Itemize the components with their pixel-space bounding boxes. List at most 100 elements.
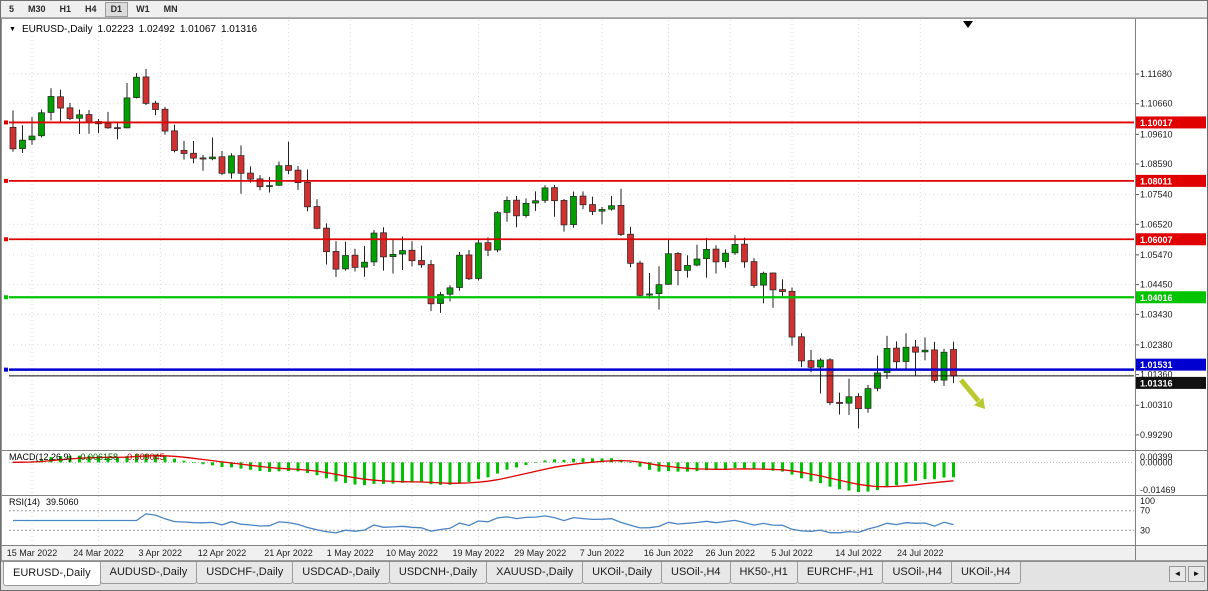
tabs-scroll-right-button[interactable]: ► bbox=[1188, 566, 1205, 582]
timeframe-button-m30[interactable]: M30 bbox=[22, 2, 52, 17]
macd-bar bbox=[87, 455, 91, 463]
chart-shift-marker[interactable] bbox=[963, 21, 973, 28]
price-chart[interactable]: 15 Mar 2022 24 Mar 2022 3 Apr 2022 12 Apr 2… bbox=[1, 18, 1208, 561]
price-tag-label: 1.01316 bbox=[1140, 378, 1173, 388]
macd-bar bbox=[534, 462, 537, 463]
price-tag-label: 1.10017 bbox=[1140, 118, 1173, 128]
macd-bar bbox=[838, 462, 841, 490]
tab-usdcnh-daily[interactable]: USDCNH-,Daily bbox=[388, 562, 488, 584]
candle-body bbox=[294, 169, 302, 184]
candle-body bbox=[313, 206, 321, 229]
candle-body bbox=[674, 253, 682, 271]
candle-body bbox=[665, 253, 672, 285]
axis-label: 1.03430 bbox=[1140, 309, 1173, 319]
macd-bar bbox=[11, 462, 15, 463]
tab-hk50-h1[interactable]: HK50-,H1 bbox=[729, 562, 798, 584]
axis-label: 1.01360 bbox=[1140, 370, 1173, 380]
candle-body bbox=[522, 202, 530, 216]
macd-bar bbox=[933, 462, 936, 480]
candle-body bbox=[788, 290, 796, 338]
trend-arrow[interactable] bbox=[959, 378, 985, 409]
macd-bar bbox=[306, 462, 309, 473]
macd-bar bbox=[952, 462, 955, 478]
tab-xauusd-daily[interactable]: XAUUSD-,Daily bbox=[486, 562, 584, 584]
candle-body bbox=[760, 272, 767, 286]
tab-usdcad-daily[interactable]: USDCAD-,Daily bbox=[292, 562, 390, 584]
candle-body bbox=[351, 254, 359, 268]
tab-eurchf-h1[interactable]: EURCHF-,H1 bbox=[796, 562, 884, 584]
macd-bar bbox=[486, 462, 490, 478]
candle-body bbox=[779, 289, 786, 292]
macd-bar bbox=[686, 462, 689, 472]
macd-bar bbox=[581, 458, 585, 463]
macd-bar bbox=[553, 459, 556, 463]
price-tag bbox=[1136, 116, 1206, 129]
tab-usoil-h4[interactable]: USOil-,H4 bbox=[882, 562, 952, 584]
macd-bar bbox=[239, 462, 243, 469]
macd-bar bbox=[401, 462, 404, 483]
timeframe-button-w1[interactable]: W1 bbox=[130, 2, 156, 17]
candle-body bbox=[807, 360, 815, 368]
macd-bar bbox=[572, 458, 575, 463]
axis-label: 0.00000 bbox=[1140, 457, 1173, 467]
candle-body bbox=[408, 249, 416, 262]
candle-body bbox=[190, 152, 197, 159]
macd-bar bbox=[705, 462, 708, 471]
candle-body bbox=[171, 130, 178, 151]
timeframe-button-d1[interactable]: D1 bbox=[104, 1, 129, 17]
macd-bar bbox=[629, 462, 632, 463]
macd-bar bbox=[344, 462, 347, 483]
tabs-scroll-left-button[interactable]: ◄ bbox=[1169, 566, 1186, 582]
tab-usoil-h4[interactable]: USOil-,H4 bbox=[661, 562, 731, 584]
macd-bar bbox=[201, 462, 205, 465]
timeframe-button-mn[interactable]: MN bbox=[158, 2, 184, 17]
candle-body bbox=[513, 199, 520, 217]
price-tags: 1.100171.080111.060071.040161.015311.013… bbox=[1136, 116, 1206, 389]
chart-frame bbox=[1, 18, 1207, 561]
candle-body bbox=[180, 149, 188, 154]
candle-body bbox=[646, 293, 653, 296]
candle-body bbox=[275, 165, 283, 186]
axis-label: 24 Jul 2022 bbox=[897, 548, 944, 558]
trend-arrow-head bbox=[974, 397, 985, 409]
tab-eurusd-daily[interactable]: EURUSD-,Daily bbox=[3, 562, 101, 586]
macd-bar bbox=[277, 462, 281, 472]
axis-label: 1.11680 bbox=[1140, 69, 1172, 79]
macd-bar bbox=[353, 462, 357, 485]
timeframe-button-h1[interactable]: H1 bbox=[54, 2, 78, 17]
macd-bar bbox=[296, 462, 300, 472]
candle-body bbox=[123, 97, 131, 129]
tab-audusd-daily[interactable]: AUDUSD-,Daily bbox=[99, 562, 198, 584]
candle-body bbox=[361, 261, 368, 268]
candle-body bbox=[627, 233, 634, 264]
tab-usdchf-daily[interactable]: USDCHF-,Daily bbox=[196, 562, 294, 584]
macd-bar bbox=[106, 456, 110, 463]
candle-body bbox=[826, 359, 834, 403]
line-anchor-marker bbox=[4, 237, 8, 242]
tab-ukoil-h4[interactable]: UKOil-,H4 bbox=[950, 562, 1021, 584]
tab-ukoil-daily[interactable]: UKOil-,Daily bbox=[582, 562, 663, 584]
timeframe-button-5[interactable]: 5 bbox=[3, 2, 20, 17]
macd-bar bbox=[97, 456, 100, 463]
candle-body bbox=[370, 232, 378, 263]
support-resistance-lines[interactable] bbox=[4, 120, 1134, 372]
candle-body bbox=[456, 254, 463, 288]
candle-body bbox=[114, 127, 121, 129]
timeframe-button-h4[interactable]: H4 bbox=[79, 2, 103, 17]
candle-body bbox=[798, 336, 805, 362]
macd-bar bbox=[923, 462, 927, 480]
candle-body bbox=[133, 76, 140, 98]
candle-body bbox=[475, 242, 482, 279]
chart-background bbox=[1, 18, 1207, 545]
macd-bar bbox=[762, 462, 765, 470]
candle-body bbox=[532, 200, 539, 204]
macd-bar bbox=[182, 460, 186, 463]
candle-body bbox=[104, 123, 112, 129]
candle-body bbox=[864, 388, 872, 409]
candle-body bbox=[256, 178, 264, 188]
macd-bar bbox=[287, 462, 290, 472]
macd-bar bbox=[895, 462, 898, 486]
axis-label: 14 Jul 2022 bbox=[835, 548, 882, 558]
candle-body bbox=[247, 172, 254, 180]
